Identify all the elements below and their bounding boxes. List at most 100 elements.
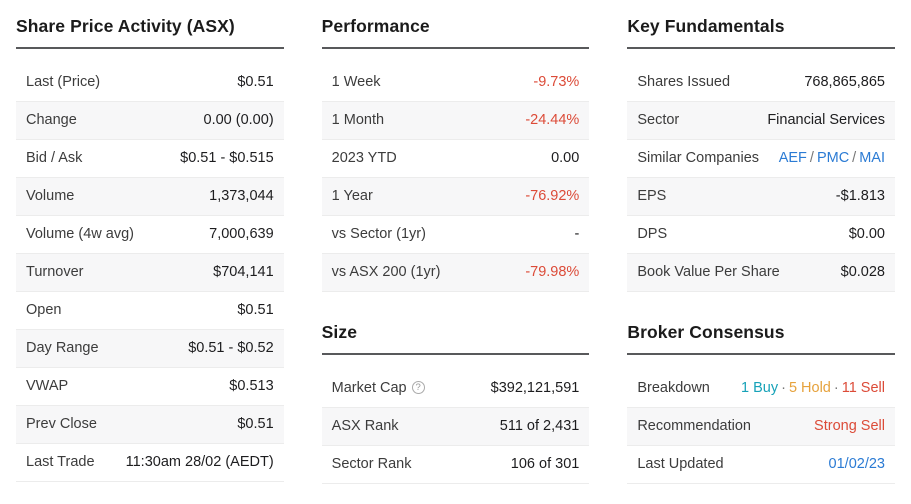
- table-row: Change 0.00 (0.00): [16, 102, 284, 140]
- row-label: 1 Month: [331, 112, 385, 128]
- row-label: 2023 YTD: [331, 150, 397, 166]
- row-value-negative: -24.44%: [525, 112, 580, 128]
- row-label: Breakdown: [637, 380, 710, 396]
- similar-companies: AEF / PMC / MAI: [779, 150, 885, 167]
- column-fundamentals-broker: Key Fundamentals Shares Issued 768,865,8…: [627, 8, 895, 484]
- section-title: Size: [321, 314, 590, 355]
- similar-company-link[interactable]: PMC: [816, 150, 850, 166]
- row-value: $0.51 - $0.52: [188, 340, 274, 356]
- section-title: Key Fundamentals: [627, 8, 895, 49]
- table-row: Shares Issued 768,865,865: [627, 64, 895, 102]
- row-label: Change: [26, 112, 77, 128]
- row-value-negative: -79.98%: [525, 264, 580, 280]
- row-value: $0.513: [229, 378, 274, 394]
- row-label: Last Trade: [26, 454, 95, 470]
- table-row: Similar Companies AEF / PMC / MAI: [627, 140, 895, 178]
- recommendation-value: Strong Sell: [814, 418, 885, 434]
- section-size: Size Market Cap? $392,121,591 ASX Rank 5…: [321, 314, 590, 484]
- row-value-negative: -76.92%: [525, 188, 580, 204]
- row-label: Last (Price): [26, 74, 101, 90]
- section-title: Performance: [321, 8, 590, 49]
- fundamentals-table: Shares Issued 768,865,865 Sector Financi…: [627, 64, 895, 292]
- row-value: -: [574, 226, 580, 242]
- table-row: 1 Week -9.73%: [321, 64, 590, 102]
- row-label: Shares Issued: [637, 74, 731, 90]
- table-row: Bid / Ask $0.51 - $0.515: [16, 140, 284, 178]
- link-separator: /: [852, 150, 857, 166]
- table-row: Volume (4w avg) 7,000,639: [16, 216, 284, 254]
- row-label: Bid / Ask: [26, 150, 83, 166]
- table-row: Prev Close $0.51: [16, 406, 284, 444]
- broker-breakdown: 1 Buy · 5 Hold · 11 Sell: [741, 380, 885, 397]
- table-row: 1 Year -76.92%: [321, 178, 590, 216]
- table-row: Last Updated 01/02/23: [627, 446, 895, 484]
- row-label: Recommendation: [637, 418, 751, 434]
- section-title: Broker Consensus: [627, 314, 895, 355]
- row-label: Similar Companies: [637, 150, 760, 166]
- size-table: Market Cap? $392,121,591 ASX Rank 511 of…: [321, 370, 590, 484]
- row-label: Volume: [26, 188, 75, 204]
- table-row: Market Cap? $392,121,591: [321, 370, 590, 408]
- row-value: 768,865,865: [804, 74, 885, 90]
- row-label: Day Range: [26, 340, 99, 356]
- row-value-negative: -9.73%: [533, 74, 580, 90]
- hold-count: 5 Hold: [788, 380, 831, 396]
- last-updated-link[interactable]: 01/02/23: [828, 456, 885, 472]
- table-row: vs ASX 200 (1yr) -79.98%: [321, 254, 590, 292]
- table-row: Volume 1,373,044: [16, 178, 284, 216]
- row-value: Financial Services: [767, 112, 885, 128]
- table-row: Sector Rank 106 of 301: [321, 446, 590, 484]
- row-value: 1,373,044: [209, 188, 274, 204]
- row-value: $0.00: [848, 226, 885, 242]
- row-label: ASX Rank: [331, 418, 399, 434]
- similar-company-link[interactable]: AEF: [778, 150, 807, 166]
- table-row: VWAP $0.513: [16, 368, 284, 406]
- table-row: Last Trade 11:30am 28/02 (AEDT): [16, 444, 284, 482]
- section-performance: Performance 1 Week -9.73% 1 Month -24.44…: [321, 8, 590, 292]
- row-value: $0.028: [840, 264, 885, 280]
- row-label: vs ASX 200 (1yr): [331, 264, 441, 280]
- row-label: VWAP: [26, 378, 69, 394]
- row-value: 0.00: [551, 150, 580, 166]
- row-label: Book Value Per Share: [637, 264, 780, 280]
- section-key-fundamentals: Key Fundamentals Shares Issued 768,865,8…: [627, 8, 895, 292]
- row-label: Open: [26, 302, 62, 318]
- row-label: 1 Week: [331, 74, 381, 90]
- row-value: $704,141: [213, 264, 274, 280]
- row-value: 106 of 301: [510, 456, 580, 472]
- market-cap-label: Market Cap: [331, 380, 407, 396]
- sell-count: 11 Sell: [841, 380, 885, 396]
- section-broker-consensus: Broker Consensus Breakdown 1 Buy · 5 Hold ·…: [627, 314, 895, 484]
- share-price-table: Last (Price) $0.51 Change 0.00 (0.00) Bi…: [16, 64, 284, 482]
- stock-summary-page: Share Price Activity (ASX) Last (Price) …: [16, 8, 895, 484]
- table-row: EPS -$1.813: [627, 178, 895, 216]
- row-label: Turnover: [26, 264, 84, 280]
- table-row: 1 Month -24.44%: [321, 102, 590, 140]
- row-label: DPS: [637, 226, 668, 242]
- row-label: Prev Close: [26, 416, 97, 432]
- row-value: 511 of 2,431: [499, 418, 580, 434]
- row-value: $0.51: [237, 416, 274, 432]
- row-value: 01/02/23: [829, 456, 885, 473]
- table-row: Book Value Per Share $0.028: [627, 254, 895, 292]
- table-row: Turnover $704,141: [16, 254, 284, 292]
- performance-table: 1 Week -9.73% 1 Month -24.44% 2023 YTD 0…: [321, 64, 590, 292]
- column-share-price: Share Price Activity (ASX) Last (Price) …: [16, 8, 284, 484]
- table-row: 2023 YTD 0.00: [321, 140, 590, 178]
- row-label: Market Cap?: [332, 380, 425, 397]
- help-icon[interactable]: ?: [411, 381, 425, 394]
- table-row: Day Range $0.51 - $0.52: [16, 330, 284, 368]
- table-row: ASX Rank 511 of 2,431: [321, 408, 590, 446]
- row-value: -$1.813: [835, 188, 885, 204]
- table-row: Open $0.51: [16, 292, 284, 330]
- row-label: EPS: [637, 188, 667, 204]
- row-value: $0.51: [237, 74, 274, 90]
- buy-count: 1 Buy: [741, 380, 779, 396]
- row-label: Sector: [637, 112, 680, 128]
- row-label: Volume (4w avg): [26, 226, 134, 242]
- row-value: $392,121,591: [490, 380, 580, 396]
- similar-company-link[interactable]: MAI: [859, 150, 885, 166]
- table-row: Recommendation Strong Sell: [627, 408, 895, 446]
- row-label: Last Updated: [637, 456, 724, 472]
- table-row: Last (Price) $0.51: [16, 64, 284, 102]
